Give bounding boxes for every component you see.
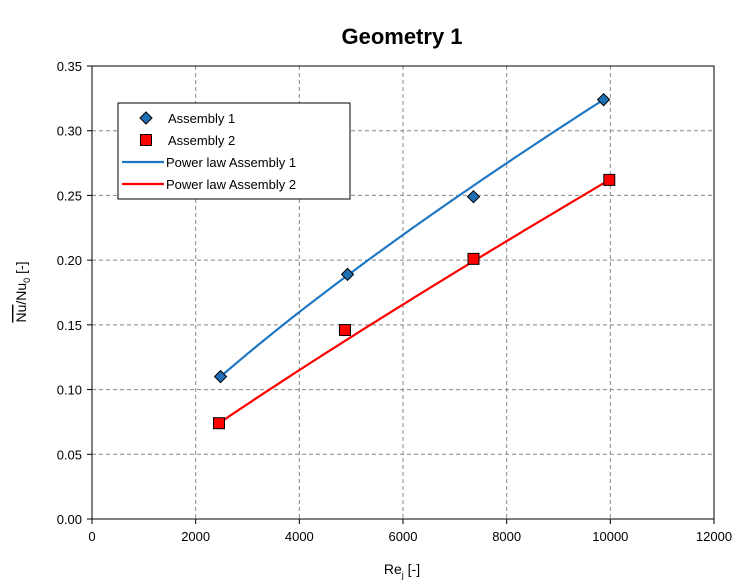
x-tick-label: 4000 — [285, 529, 314, 544]
x-tick-label: 8000 — [492, 529, 521, 544]
y-axis-label-mid: /Nu — [13, 283, 29, 305]
legend-marker — [140, 134, 152, 146]
y-tick-label: 0.35 — [57, 59, 82, 74]
data-point — [466, 190, 481, 204]
legend-label: Power law Assembly 1 — [166, 155, 296, 170]
y-tick-label: 0.25 — [57, 188, 82, 203]
x-axis-label-rest: [-] — [404, 561, 420, 577]
data-point — [340, 267, 355, 282]
x-tick-label: 0 — [88, 529, 95, 544]
data-point — [467, 252, 480, 265]
y-tick-label: 0.15 — [57, 318, 82, 333]
y-tick-label: 0.00 — [57, 512, 82, 527]
data-point — [603, 173, 616, 186]
legend-label: Power law Assembly 2 — [166, 177, 296, 192]
x-tick-label: 10000 — [592, 529, 628, 544]
legend: Assembly 1 Assembly 2 Power law Assembly 1… — [117, 102, 351, 200]
x-tick-label: 6000 — [389, 529, 418, 544]
y-axis-label-sub: 0 — [22, 278, 32, 283]
series-layer — [212, 92, 616, 430]
data-point — [212, 417, 225, 430]
legend-label: Assembly 2 — [168, 133, 235, 148]
y-axis-label-rest: [-] — [13, 261, 29, 277]
data-point — [596, 92, 611, 107]
y-tick-label: 0.10 — [57, 383, 82, 398]
x-ticks: 0 2000 4000 6000 8000 10000 12000 — [88, 519, 732, 544]
chart-title: Geometry 1 — [341, 24, 462, 49]
legend-label: Assembly 1 — [168, 111, 235, 126]
x-axis-label: Rej [-] — [384, 561, 420, 580]
y-tick-label: 0.20 — [57, 253, 82, 268]
grid — [92, 66, 714, 519]
data-point — [213, 369, 228, 384]
y-tick-label: 0.30 — [57, 124, 82, 139]
y-tick-label: 0.05 — [57, 447, 82, 462]
fit-line — [219, 98, 605, 378]
y-axis-label: Nu/Nu0 [-] — [13, 261, 32, 322]
data-point — [338, 324, 351, 337]
x-tick-label: 2000 — [181, 529, 210, 544]
y-axis-label-over: Nu — [13, 305, 29, 323]
y-ticks: 0.00 0.05 0.10 0.15 0.20 0.25 0.30 0.35 — [57, 59, 92, 527]
legend-marker — [139, 111, 153, 125]
x-axis-label-sub: j — [401, 570, 404, 580]
x-axis-label-base: Re — [384, 561, 402, 577]
fit-line — [218, 178, 610, 425]
x-tick-label: 12000 — [696, 529, 732, 544]
y-axis-label-group: Nu/Nu0 [-] — [13, 261, 32, 322]
